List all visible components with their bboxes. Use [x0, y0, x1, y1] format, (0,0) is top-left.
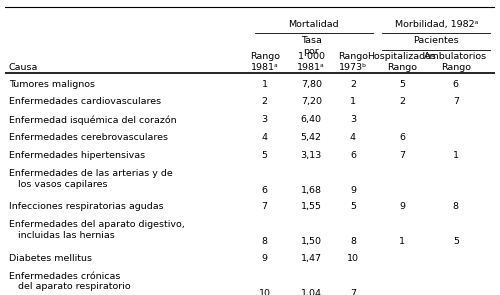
- Text: 1: 1: [453, 151, 459, 160]
- Text: 7,20: 7,20: [301, 97, 322, 106]
- Text: Enfermedades de las arterias y de
   los vasos capilares: Enfermedades de las arterias y de los va…: [9, 169, 172, 189]
- Text: Causa: Causa: [9, 63, 38, 72]
- Text: Enfermedades crónicas
   del aparato respiratorio: Enfermedades crónicas del aparato respir…: [9, 271, 130, 291]
- Text: 8: 8: [262, 237, 268, 246]
- Text: 5: 5: [350, 202, 356, 212]
- Text: 2: 2: [399, 97, 405, 106]
- Text: 9: 9: [399, 202, 405, 212]
- Text: 1973ᵇ: 1973ᵇ: [339, 63, 367, 72]
- Text: 5,42: 5,42: [301, 133, 322, 142]
- Text: 8: 8: [453, 202, 459, 212]
- Text: 7: 7: [453, 97, 459, 106]
- Text: 7,80: 7,80: [301, 80, 322, 88]
- Text: Rango: Rango: [387, 63, 417, 72]
- Text: Tumores malignos: Tumores malignos: [9, 80, 95, 88]
- Text: 10: 10: [347, 254, 359, 263]
- Text: 6: 6: [399, 133, 405, 142]
- Text: Diabetes mellitus: Diabetes mellitus: [9, 254, 92, 263]
- Text: Infecciones respiratorias agudas: Infecciones respiratorias agudas: [9, 202, 164, 212]
- Text: 5: 5: [262, 151, 268, 160]
- Text: 7: 7: [350, 289, 356, 295]
- Text: Mortalidad: Mortalidad: [288, 20, 339, 29]
- Text: Enfermedad isquémica del corazón: Enfermedad isquémica del corazón: [9, 115, 176, 125]
- Text: 8: 8: [350, 237, 356, 246]
- Text: 1,55: 1,55: [301, 202, 322, 212]
- Text: por: por: [304, 47, 319, 56]
- Text: 1: 1: [262, 80, 268, 88]
- Text: 6: 6: [453, 80, 459, 88]
- Text: 6: 6: [350, 151, 356, 160]
- Text: 6,40: 6,40: [301, 115, 322, 124]
- Text: 9: 9: [262, 254, 268, 263]
- Text: 7: 7: [262, 202, 268, 212]
- Text: 3: 3: [262, 115, 268, 124]
- Text: Tasa: Tasa: [301, 36, 322, 45]
- Text: 1981ᵃ: 1981ᵃ: [251, 63, 278, 72]
- Text: Ambulatorios: Ambulatorios: [424, 52, 488, 61]
- Text: 1,04: 1,04: [301, 289, 322, 295]
- Text: 3,13: 3,13: [300, 151, 322, 160]
- Text: 5: 5: [453, 237, 459, 246]
- Text: Hospitalizados: Hospitalizados: [368, 52, 436, 61]
- Text: 4: 4: [262, 133, 268, 142]
- Text: 1,50: 1,50: [301, 237, 322, 246]
- Text: Pacientes: Pacientes: [414, 36, 459, 45]
- Text: 1,47: 1,47: [301, 254, 322, 263]
- Text: Enfermedades del aparato digestivo,
   incluidas las hernias: Enfermedades del aparato digestivo, incl…: [9, 220, 184, 240]
- Text: 1: 1: [350, 97, 356, 106]
- Text: 1,68: 1,68: [301, 186, 322, 195]
- Text: 2: 2: [350, 80, 356, 88]
- Text: Enfermedades hipertensivas: Enfermedades hipertensivas: [9, 151, 145, 160]
- Text: 2: 2: [262, 97, 268, 106]
- Text: 5: 5: [399, 80, 405, 88]
- Text: 1981ᵃ: 1981ᵃ: [298, 63, 325, 72]
- Text: Rango: Rango: [338, 52, 368, 61]
- Text: 1: 1: [399, 237, 405, 246]
- Text: Rango: Rango: [250, 52, 280, 61]
- Text: 6: 6: [262, 186, 268, 195]
- Text: 3: 3: [350, 115, 356, 124]
- Text: Enfermedades cerebrovasculares: Enfermedades cerebrovasculares: [9, 133, 168, 142]
- Text: 1 000: 1 000: [298, 52, 325, 61]
- Text: 9: 9: [350, 186, 356, 195]
- Text: 10: 10: [258, 289, 270, 295]
- Text: Rango: Rango: [441, 63, 471, 72]
- Text: Enfermedades cardiovasculares: Enfermedades cardiovasculares: [9, 97, 161, 106]
- Text: Morbilidad, 1982ᵃ: Morbilidad, 1982ᵃ: [394, 20, 478, 29]
- Text: 7: 7: [399, 151, 405, 160]
- Text: 4: 4: [350, 133, 356, 142]
